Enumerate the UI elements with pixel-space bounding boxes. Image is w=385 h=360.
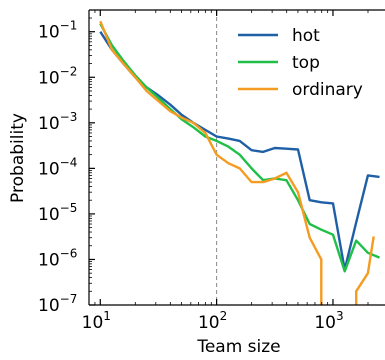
series-line-top — [99, 23, 380, 273]
x-tick-label: 103 — [314, 309, 343, 333]
y-tick-label: 10−2 — [38, 64, 77, 88]
y-tick-label: 10−5 — [38, 201, 77, 225]
y-tick-label: 10−6 — [38, 246, 77, 270]
series-line-hot — [99, 31, 380, 271]
series-layer — [99, 20, 380, 305]
x-axis-label: Team size — [196, 337, 280, 357]
y-tick-label: 10−1 — [38, 19, 77, 43]
y-tick-label: 10−4 — [38, 155, 77, 179]
legend-label-hot: hot — [292, 26, 320, 46]
x-tick-label: 101 — [82, 309, 111, 333]
axes-layer: 101 102 103 10−1 10−2 10−3 10−4 10−5 10−6 10−7 — [38, 9, 385, 333]
y-tick-label: 10−7 — [38, 292, 77, 316]
series-line-ordinary — [99, 20, 375, 305]
legend: hot top ordinary — [238, 26, 363, 100]
y-tick-label: 10−3 — [38, 110, 77, 134]
y-axis-label: Probability — [8, 113, 28, 203]
legend-label-ordinary: ordinary — [292, 80, 363, 100]
x-tick-label: 102 — [198, 309, 227, 333]
legend-label-top: top — [292, 53, 320, 73]
